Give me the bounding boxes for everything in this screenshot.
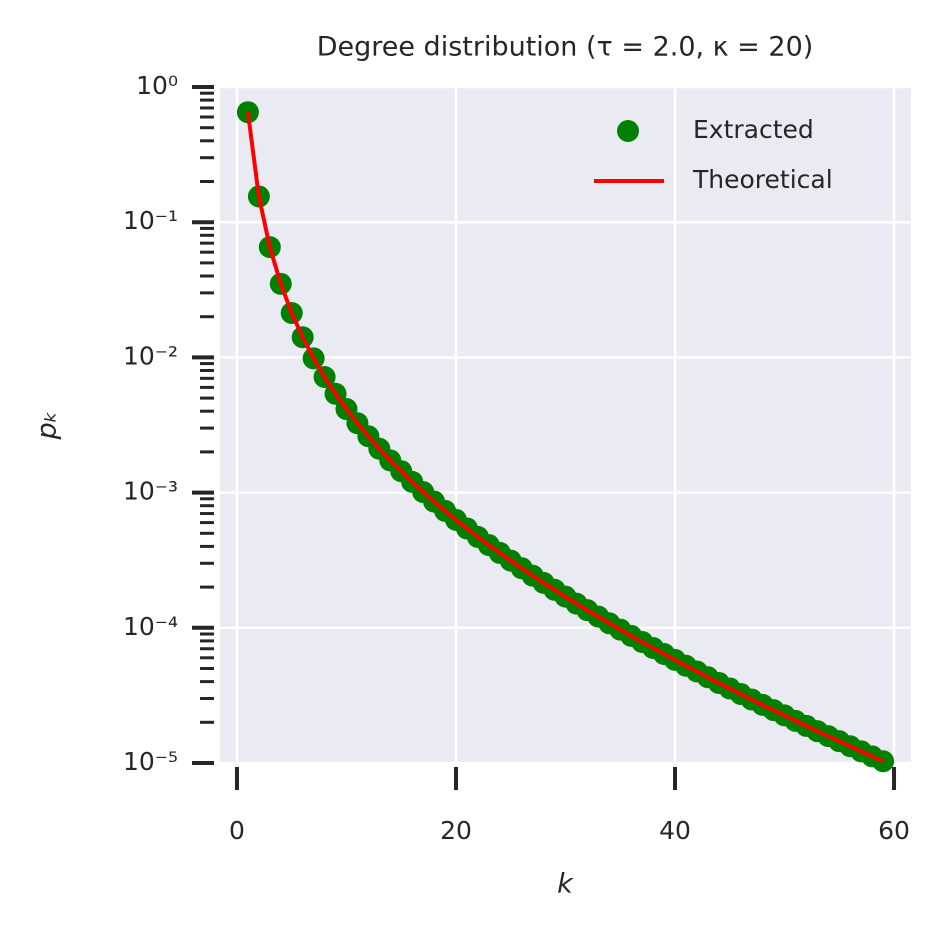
y-tick-label: 10⁻² bbox=[123, 341, 178, 370]
y-tick-label: 10⁻⁵ bbox=[123, 747, 178, 776]
legend-label: Theoretical bbox=[692, 165, 833, 194]
y-tick-label: 10⁻⁴ bbox=[123, 612, 178, 641]
x-tick-label: 20 bbox=[440, 816, 472, 845]
legend-label: Extracted bbox=[693, 115, 814, 144]
y-tick-label: 10⁻³ bbox=[123, 477, 178, 506]
x-tick-label: 40 bbox=[659, 816, 691, 845]
chart-title: Degree distribution (τ = 2.0, κ = 20) bbox=[317, 32, 814, 63]
x-tick-label: 60 bbox=[878, 816, 910, 845]
data-line bbox=[245, 111, 884, 764]
y-tick-label: 10⁻¹ bbox=[123, 206, 178, 235]
legend-marker bbox=[617, 120, 639, 142]
y-tick-label: 10⁰ bbox=[136, 71, 178, 100]
x-axis-label: k bbox=[557, 869, 574, 900]
y-axis-label: pₖ bbox=[32, 411, 63, 441]
plot-area bbox=[220, 87, 911, 763]
x-tick-label: 0 bbox=[229, 816, 245, 845]
